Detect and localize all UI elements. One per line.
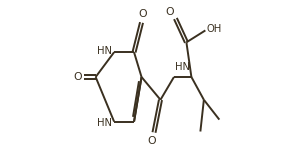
Text: O: O [139, 9, 147, 19]
Text: HN: HN [97, 118, 112, 128]
Text: OH: OH [207, 24, 222, 34]
Text: O: O [147, 136, 156, 146]
Text: O: O [73, 72, 82, 82]
Text: HN: HN [175, 62, 190, 72]
Text: HN: HN [97, 46, 112, 56]
Text: O: O [165, 7, 174, 17]
